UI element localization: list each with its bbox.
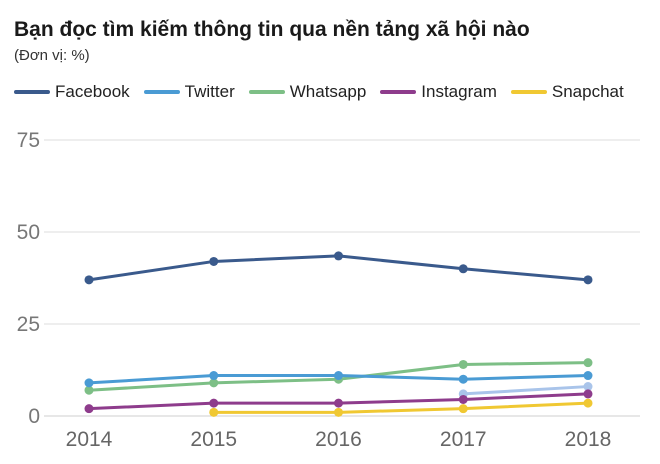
point-whatsapp-2015 bbox=[209, 378, 219, 388]
chart-subtitle: (Đơn vị: %) bbox=[14, 47, 90, 64]
point-extra-0-2018 bbox=[583, 382, 593, 392]
legend-label-snapchat: Snapchat bbox=[551, 82, 624, 101]
point-whatsapp-2017 bbox=[458, 359, 468, 369]
y-tick-label-50: 50 bbox=[17, 221, 40, 244]
point-snapchat-2015 bbox=[209, 407, 219, 417]
point-facebook-2015 bbox=[209, 256, 219, 266]
legend-item-facebook: Facebook bbox=[14, 82, 130, 102]
legend-item-snapchat: Snapchat bbox=[510, 82, 624, 102]
point-instagram-2014 bbox=[84, 404, 94, 414]
point-twitter-2014 bbox=[84, 378, 94, 388]
point-snapchat-2016 bbox=[334, 407, 343, 417]
x-tick-label-2017: 2017 bbox=[440, 428, 487, 451]
legend-label-facebook: Facebook bbox=[55, 82, 130, 101]
x-tick-label-2018: 2018 bbox=[565, 428, 612, 451]
x-tick-label-2014: 2014 bbox=[66, 428, 113, 451]
point-facebook-2018 bbox=[583, 275, 593, 285]
point-instagram-2015 bbox=[209, 398, 219, 408]
point-snapchat-2018 bbox=[583, 398, 593, 408]
y-tick-label-0: 0 bbox=[28, 405, 40, 428]
y-tick-label-75: 75 bbox=[17, 129, 40, 152]
point-instagram-2016 bbox=[334, 398, 343, 408]
point-facebook-2017 bbox=[458, 264, 468, 274]
point-instagram-2018 bbox=[583, 389, 593, 399]
chart-title: Bạn đọc tìm kiếm thông tin qua nền tảng … bbox=[14, 18, 530, 41]
legend-item-twitter: Twitter bbox=[143, 82, 235, 102]
legend-item-whatsapp: Whatsapp bbox=[248, 82, 367, 102]
point-twitter-2016 bbox=[334, 371, 343, 381]
point-facebook-2016 bbox=[334, 251, 343, 261]
legend-label-whatsapp: Whatsapp bbox=[289, 82, 367, 101]
chart-legend: Facebook Twitter Whatsapp Instagram Snap… bbox=[14, 81, 638, 103]
point-whatsapp-2018 bbox=[583, 358, 593, 368]
point-snapchat-2017 bbox=[458, 404, 468, 414]
legend-swatch-twitter bbox=[143, 90, 180, 94]
point-facebook-2014 bbox=[84, 275, 94, 285]
x-tick-label-2015: 2015 bbox=[190, 428, 237, 451]
series-line-extra-0 bbox=[463, 385, 589, 396]
legend-swatch-whatsapp bbox=[248, 90, 285, 94]
legend-swatch-facebook bbox=[14, 90, 50, 94]
point-twitter-2015 bbox=[209, 371, 219, 381]
legend-label-instagram: Instagram bbox=[421, 82, 497, 101]
point-twitter-2017 bbox=[458, 374, 468, 384]
point-twitter-2018 bbox=[583, 371, 593, 381]
legend-swatch-snapchat bbox=[510, 90, 547, 94]
legend-label-twitter: Twitter bbox=[184, 82, 235, 101]
legend-item-instagram: Instagram bbox=[380, 82, 497, 102]
point-instagram-2017 bbox=[458, 394, 468, 404]
point-whatsapp-2014 bbox=[84, 385, 94, 395]
series-line-snapchat bbox=[213, 401, 589, 414]
x-tick-label-2016: 2016 bbox=[315, 428, 362, 451]
legend-swatch-instagram bbox=[380, 90, 417, 94]
y-tick-label-25: 25 bbox=[17, 313, 40, 336]
